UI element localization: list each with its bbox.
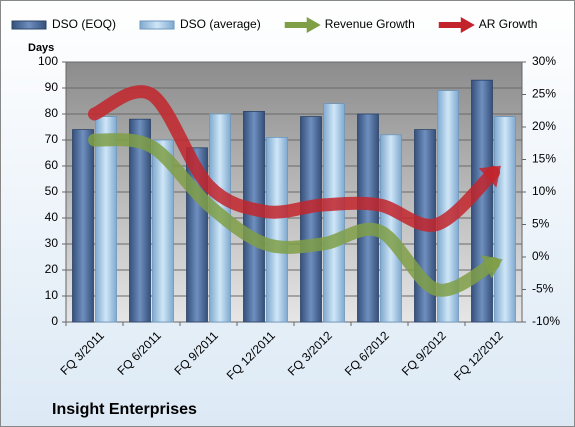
line-series [88,133,500,297]
arrow-head [480,254,503,279]
legend-swatch [460,17,475,33]
bar [323,103,345,323]
y2-tick-label: 0% [532,249,550,263]
y2-tick-label: 5% [532,217,550,231]
line-series [88,85,500,232]
y-tick-label: 60 [45,158,59,172]
bar [72,129,94,323]
arrow-head [478,165,501,188]
y2-tick-label: -5% [532,282,554,296]
y-axis-label: Days [28,42,54,54]
y-tick-label: 30 [45,236,59,250]
legend-swatch [139,20,175,30]
y2-tick-label: 20% [532,119,556,133]
bar [152,139,174,323]
y2-tick-label: 15% [532,152,556,166]
bar [95,116,117,323]
y-tick-label: 40 [45,210,59,224]
bar [266,136,288,323]
legend-label: AR Growth [479,17,538,31]
y2-tick-label: 10% [532,184,556,198]
bar [494,116,516,323]
y2-tick-label: 25% [532,87,556,101]
legend-label: Revenue Growth [325,17,415,31]
legend-label: DSO (average) [180,17,261,31]
legend-label: DSO (EOQ) [52,17,116,31]
chart-title: Insight Enterprises [52,401,197,418]
y-tick-label: 90 [45,80,59,94]
y2-tick-label: 30% [532,54,556,68]
y-tick-label: 50 [45,184,59,198]
y-tick-label: 100 [38,54,58,68]
legend-swatch [11,20,47,30]
y-tick-label: 70 [45,132,59,146]
y-tick-label: 10 [45,288,59,302]
legend-swatch [306,17,321,33]
bar [357,113,379,323]
y-tick-label: 20 [45,262,59,276]
y2-tick-label: -10% [532,314,560,328]
y-tick-label: 80 [45,106,59,120]
bar [300,116,322,323]
y-tick-label: 0 [51,314,58,328]
bar [129,118,151,323]
